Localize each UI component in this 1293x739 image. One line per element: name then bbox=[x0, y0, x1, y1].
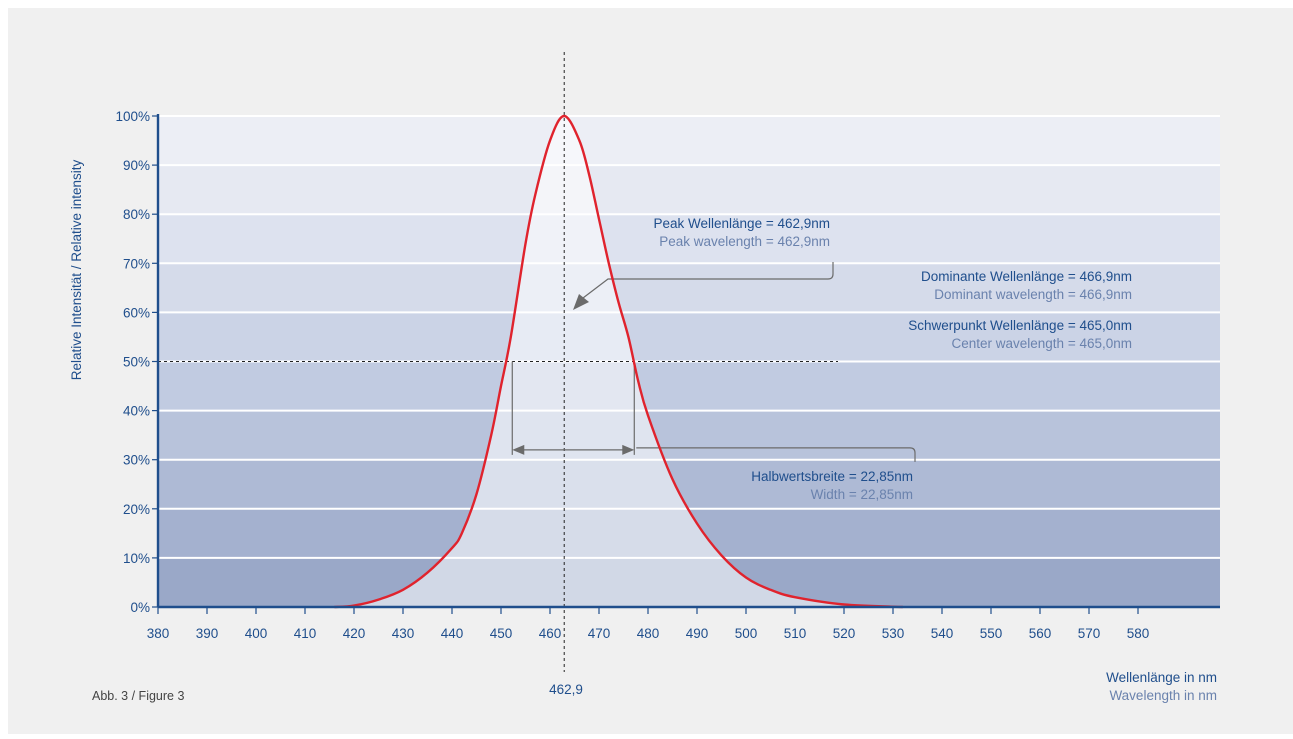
x-tick-label-440: 440 bbox=[441, 626, 464, 641]
x-tick-label-400: 400 bbox=[245, 626, 268, 641]
center-annotation-de: Schwerpunkt Wellenlänge = 465,0nm bbox=[908, 318, 1132, 333]
x-tick-label-430: 430 bbox=[392, 626, 415, 641]
width-annotation-de: Halbwertsbreite = 22,85nm bbox=[751, 469, 913, 484]
spectrum-chart: 0% 10% 20% 30% 40% 50% 60% 70% 80% 90% 100% 380 390 4… bbox=[69, 52, 1220, 703]
band-70-80 bbox=[158, 214, 1220, 264]
peak-annotation-en: Peak wavelength = 462,9nm bbox=[659, 234, 830, 249]
x-axis-label-en: Wavelength in nm bbox=[1109, 688, 1217, 703]
y-axis-label: Relative Intensität / Relative intensity bbox=[69, 159, 84, 380]
x-tick-label-530: 530 bbox=[882, 626, 905, 641]
x-axis-label-de: Wellenlänge in nm bbox=[1106, 670, 1217, 685]
x-tick-label-580: 580 bbox=[1127, 626, 1150, 641]
x-tick-label-410: 410 bbox=[294, 626, 317, 641]
peak-x-label: 462,9 bbox=[549, 682, 583, 697]
dominant-annotation-en: Dominant wavelength = 466,9nm bbox=[934, 287, 1132, 302]
x-tick-label-420: 420 bbox=[343, 626, 366, 641]
x-tick-label-510: 510 bbox=[784, 626, 807, 641]
fwhm-leader-line bbox=[636, 447, 916, 462]
curve-fill bbox=[334, 116, 903, 607]
y-tick-label-90: 90% bbox=[123, 158, 150, 173]
band-40-50 bbox=[158, 361, 1220, 411]
band-90-100 bbox=[158, 116, 1220, 166]
fwhm-arrowhead-right bbox=[622, 444, 635, 455]
x-tick-label-470: 470 bbox=[588, 626, 611, 641]
y-tick-label-20: 20% bbox=[123, 502, 150, 517]
y-tick-label-60: 60% bbox=[123, 305, 150, 320]
chart-panel: 0% 10% 20% 30% 40% 50% 60% 70% 80% 90% 100% 380 390 4… bbox=[8, 8, 1293, 734]
x-tick-label-480: 480 bbox=[637, 626, 660, 641]
band-20-30 bbox=[158, 459, 1220, 509]
center-annotation-en: Center wavelength = 465,0nm bbox=[952, 336, 1133, 351]
dominant-annotation-de: Dominante Wellenlänge = 466,9nm bbox=[921, 269, 1132, 284]
y-tick-label-30: 30% bbox=[123, 453, 150, 468]
x-tick-label-520: 520 bbox=[833, 626, 856, 641]
x-tick-label-540: 540 bbox=[931, 626, 954, 641]
x-tick-label-550: 550 bbox=[980, 626, 1003, 641]
x-tick-label-450: 450 bbox=[490, 626, 513, 641]
y-tick-label-80: 80% bbox=[123, 207, 150, 222]
y-tick-label-40: 40% bbox=[123, 404, 150, 419]
x-tick-label-380: 380 bbox=[147, 626, 170, 641]
x-tick-label-560: 560 bbox=[1029, 626, 1052, 641]
peak-annotation-de: Peak Wellenlänge = 462,9nm bbox=[654, 216, 831, 231]
x-tick-label-390: 390 bbox=[196, 626, 219, 641]
y-tick-label-10: 10% bbox=[123, 551, 150, 566]
intensity-curve bbox=[334, 114, 903, 609]
figure-caption: Abb. 3 / Figure 3 bbox=[92, 689, 184, 703]
x-tick-label-490: 490 bbox=[686, 626, 709, 641]
x-tick-label-500: 500 bbox=[735, 626, 758, 641]
band-60-70 bbox=[158, 263, 1220, 313]
width-annotation-en: Width = 22,85nm bbox=[811, 487, 913, 502]
y-tick-label-100: 100% bbox=[115, 109, 150, 124]
band-50-60 bbox=[158, 312, 1220, 362]
peak-leader-line bbox=[582, 262, 834, 299]
x-tick-label-570: 570 bbox=[1078, 626, 1101, 641]
fwhm-arrowhead-left bbox=[512, 444, 525, 455]
band-30-40 bbox=[158, 410, 1220, 460]
y-tick-label-50: 50% bbox=[123, 355, 150, 370]
y-tick-label-70: 70% bbox=[123, 256, 150, 271]
band-80-90 bbox=[158, 165, 1220, 215]
peak-leader-arrowhead bbox=[573, 294, 589, 310]
x-tick-label-460: 460 bbox=[539, 626, 562, 641]
y-tick-label-0: 0% bbox=[130, 600, 150, 615]
